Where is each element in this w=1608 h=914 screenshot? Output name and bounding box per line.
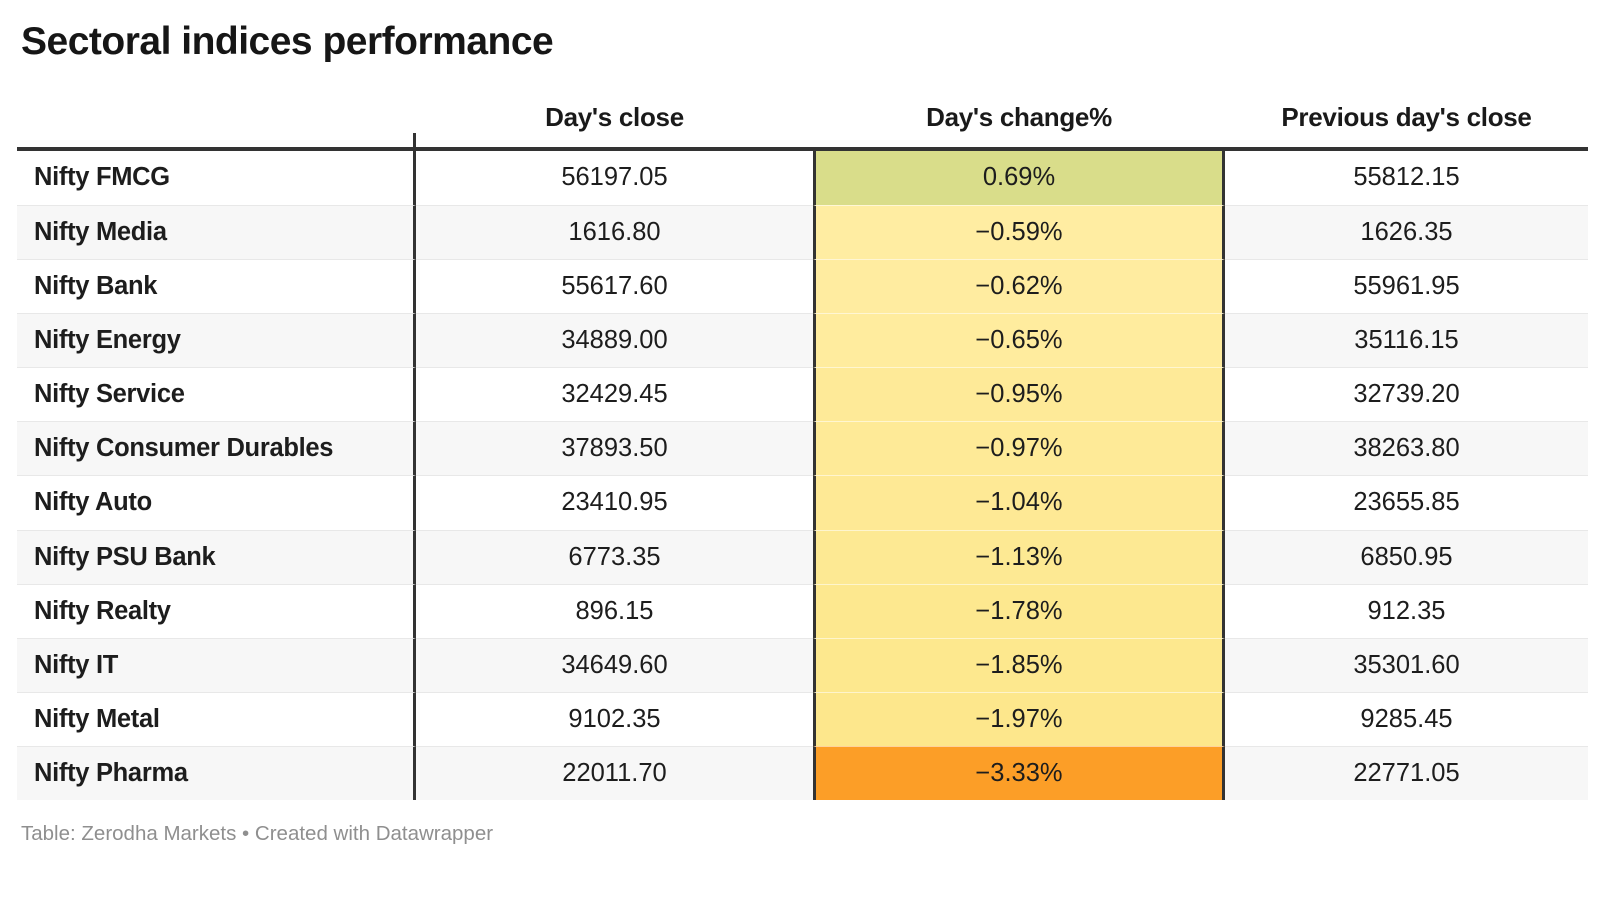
- row-label-sector: Nifty Bank: [17, 259, 416, 314]
- table-row: Nifty Energy 34889.00 −0.65% 35116.15: [17, 313, 1588, 368]
- table-row: Nifty Media 1616.80 −0.59% 1626.35: [17, 204, 1588, 260]
- table-row: Nifty Consumer Durables 37893.50 −0.97% …: [17, 421, 1588, 476]
- cell-previous-close: 1626.35: [1225, 204, 1588, 260]
- table-row: Nifty Metal 9102.35 −1.97% 9285.45: [17, 691, 1588, 746]
- table-row: Nifty Auto 23410.95 −1.04% 23655.85: [17, 475, 1588, 530]
- cell-days-change-heatmap: −3.33%: [813, 745, 1225, 800]
- cell-previous-close: 912.35: [1225, 583, 1588, 638]
- row-label-sector: Nifty PSU Bank: [17, 529, 416, 584]
- cell-previous-close: 55812.15: [1225, 150, 1588, 205]
- cell-previous-close: 35116.15: [1225, 313, 1588, 368]
- cell-days-change-heatmap: −0.59%: [813, 204, 1225, 260]
- table-row: Nifty Realty 896.15 −1.78% 912.35: [17, 583, 1588, 638]
- cell-previous-close: 6850.95: [1225, 529, 1588, 584]
- row-label-sector: Nifty Energy: [17, 313, 416, 368]
- table-footer-attribution: Table: Zerodha Markets • Created with Da…: [21, 821, 494, 845]
- row-label-sector: Nifty Auto: [17, 475, 416, 530]
- cell-days-change-heatmap: −1.13%: [813, 529, 1225, 584]
- column-header-days-change: Day's change%: [926, 101, 1112, 132]
- cell-days-change-heatmap: −1.04%: [813, 475, 1225, 530]
- cell-days-change-heatmap: −1.85%: [813, 637, 1225, 692]
- row-label-sector: Nifty Service: [17, 367, 416, 422]
- cell-previous-close: 35301.60: [1225, 637, 1588, 692]
- row-label-sector: Nifty Media: [17, 204, 416, 260]
- table-header-row: Day's close Day's change% Previous day's…: [17, 87, 1588, 151]
- cell-days-change-heatmap: −1.97%: [813, 691, 1225, 746]
- cell-previous-close: 32739.20: [1225, 367, 1588, 422]
- cell-days-change-heatmap: −1.78%: [813, 583, 1225, 638]
- table-body: Nifty FMCG 56197.05 0.69% 55812.15 Nifty…: [17, 150, 1588, 801]
- column-header-previous-close: Previous day's close: [1281, 101, 1532, 132]
- cell-days-close: 34889.00: [416, 313, 813, 368]
- row-label-sector: Nifty FMCG: [17, 150, 416, 205]
- table-row: Nifty Bank 55617.60 −0.62% 55961.95: [17, 259, 1588, 314]
- cell-days-close: 896.15: [416, 583, 813, 638]
- cell-previous-close: 22771.05: [1225, 745, 1588, 800]
- cell-previous-close: 9285.45: [1225, 691, 1588, 746]
- row-label-sector: Nifty Pharma: [17, 745, 416, 800]
- cell-days-change-heatmap: −0.97%: [813, 421, 1225, 476]
- row-label-sector: Nifty Metal: [17, 691, 416, 746]
- cell-days-close: 56197.05: [416, 150, 813, 205]
- cell-previous-close: 55961.95: [1225, 259, 1588, 314]
- table-row: Nifty IT 34649.60 −1.85% 35301.60: [17, 637, 1588, 692]
- row-label-sector: Nifty Consumer Durables: [17, 421, 416, 476]
- cell-days-change-heatmap: −0.62%: [813, 259, 1225, 314]
- table-row: Nifty FMCG 56197.05 0.69% 55812.15: [17, 150, 1588, 205]
- page-title: Sectoral indices performance: [21, 20, 554, 63]
- row-label-sector: Nifty IT: [17, 637, 416, 692]
- cell-days-close: 34649.60: [416, 637, 813, 692]
- column-header-days-close: Day's close: [545, 101, 684, 132]
- column-header-sector: [17, 132, 416, 147]
- cell-days-change-heatmap: −0.95%: [813, 367, 1225, 422]
- table-row: Nifty Pharma 22011.70 −3.33% 22771.05: [17, 745, 1588, 800]
- table-row: Nifty PSU Bank 6773.35 −1.13% 6850.95: [17, 529, 1588, 584]
- cell-days-close: 9102.35: [416, 691, 813, 746]
- cell-days-close: 6773.35: [416, 529, 813, 584]
- cell-previous-close: 38263.80: [1225, 421, 1588, 476]
- cell-days-close: 32429.45: [416, 367, 813, 422]
- cell-days-change-heatmap: −0.65%: [813, 313, 1225, 368]
- cell-days-close: 22011.70: [416, 745, 813, 800]
- cell-days-close: 1616.80: [416, 204, 813, 260]
- cell-days-close: 37893.50: [416, 421, 813, 476]
- table-row: Nifty Service 32429.45 −0.95% 32739.20: [17, 367, 1588, 422]
- cell-days-change-heatmap: 0.69%: [813, 150, 1225, 205]
- row-label-sector: Nifty Realty: [17, 583, 416, 638]
- cell-days-close: 23410.95: [416, 475, 813, 530]
- sectoral-indices-table: Day's close Day's change% Previous day's…: [17, 87, 1588, 801]
- cell-previous-close: 23655.85: [1225, 475, 1588, 530]
- cell-days-close: 55617.60: [416, 259, 813, 314]
